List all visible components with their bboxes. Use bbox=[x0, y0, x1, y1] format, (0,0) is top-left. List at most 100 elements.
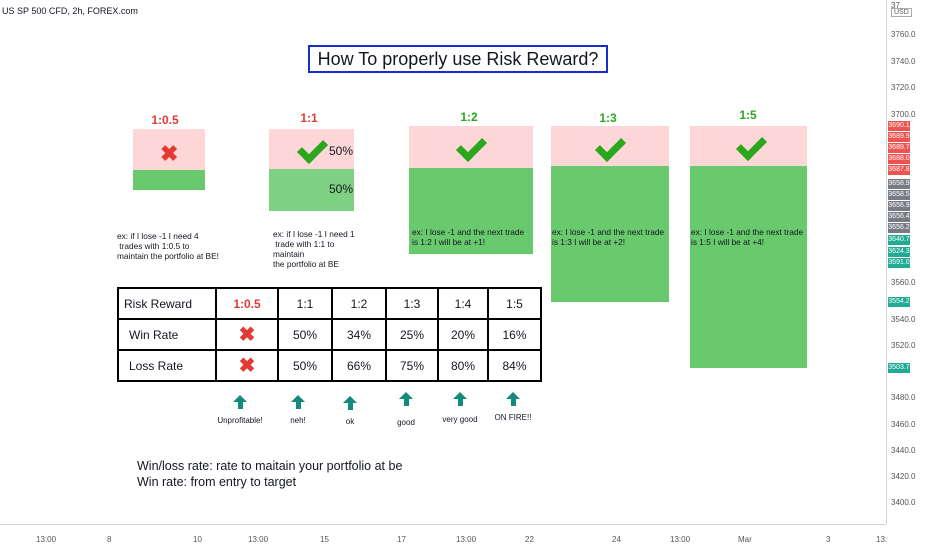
time-tick: 17 bbox=[397, 535, 406, 544]
table-cell: 80% bbox=[437, 349, 489, 382]
time-tick: 22 bbox=[525, 535, 534, 544]
x-mark-icon: ✖ bbox=[215, 349, 279, 382]
price-badge: 3658.5 bbox=[888, 190, 910, 200]
table-cell: 20% bbox=[437, 318, 489, 351]
rr-label-3: 1:3 bbox=[599, 111, 617, 125]
table-cell: 66% bbox=[331, 349, 387, 382]
table-cell: 34% bbox=[331, 318, 387, 351]
x-mark-icon: ✖ bbox=[160, 141, 179, 166]
note-text: ex: if I lose -1 I need 1 trade with 1:1… bbox=[273, 229, 355, 269]
table-cell: Win Rate bbox=[117, 318, 217, 351]
price-badge: 3688.0 bbox=[888, 154, 910, 164]
price-tick: 3460.0 bbox=[891, 420, 916, 429]
arrow-label: ON FIRE!! bbox=[494, 413, 532, 422]
rr-label-0.5: 1:0.5 bbox=[151, 113, 179, 127]
time-tick: 13: bbox=[876, 535, 888, 544]
table-row: Loss Rate ✖ 50% 66% 75% 80% 84% bbox=[117, 349, 542, 382]
price-tick: 3520.0 bbox=[891, 341, 916, 350]
price-badge: 3554.2 bbox=[888, 297, 910, 307]
stop-zone bbox=[409, 126, 533, 168]
win-pct: 50% bbox=[329, 144, 354, 158]
table-cell: 25% bbox=[385, 318, 439, 351]
arrow-label: ok bbox=[345, 417, 355, 426]
price-badge: 3656.9 bbox=[888, 201, 910, 211]
price-axis[interactable]: 37 USD 3760.0 3740.0 3720.0 3700.0 3690.… bbox=[886, 0, 932, 524]
note-text: ex: I lose -1 and the next trade is 1:3 … bbox=[552, 227, 665, 247]
price-tick: 3440.0 bbox=[891, 446, 916, 455]
target-zone bbox=[269, 169, 354, 211]
table-cell: 1:4 bbox=[437, 287, 489, 320]
table-cell: 50% bbox=[277, 318, 333, 351]
time-tick: 3 bbox=[826, 535, 831, 544]
table-row: Risk Reward 1:0.5 1:1 1:2 1:3 1:4 1:5 bbox=[117, 287, 542, 320]
stop-zone bbox=[551, 126, 669, 166]
price-tick: 3560.0 bbox=[891, 278, 916, 287]
arrow-up-icon bbox=[399, 392, 413, 406]
price-tick: 3400.0 bbox=[891, 498, 916, 507]
price-tick: 3720.0 bbox=[891, 83, 916, 92]
price-tick: 3420.0 bbox=[891, 472, 916, 481]
price-tick: 37 bbox=[891, 1, 900, 10]
price-badge: 3656.2 bbox=[888, 223, 910, 233]
explanation-text: Win/loss rate: rate to maitain your port… bbox=[137, 458, 402, 490]
arrow-up-icon bbox=[233, 395, 247, 409]
symbol-title: US SP 500 CFD, 2h, FOREX.com bbox=[2, 6, 138, 16]
arrow-up-icon bbox=[506, 392, 520, 406]
price-tick: 3480.0 bbox=[891, 393, 916, 402]
price-badge: 3658.9 bbox=[888, 179, 910, 189]
time-tick: 15 bbox=[320, 535, 329, 544]
price-badge: 3689.7 bbox=[888, 143, 910, 153]
rr-label-1: 1:1 bbox=[300, 111, 318, 125]
time-tick: 8 bbox=[107, 535, 112, 544]
note-text: ex: I lose -1 and the next trade is 1:2 … bbox=[412, 227, 525, 247]
time-tick: 24 bbox=[612, 535, 621, 544]
arrow-label: good bbox=[397, 418, 415, 427]
price-tick: 3700.0 bbox=[891, 110, 916, 119]
price-tick: 3740.0 bbox=[891, 57, 916, 66]
note-text: ex: I lose -1 and the next trade is 1:5 … bbox=[691, 227, 804, 247]
price-badge: 3591.0 bbox=[888, 258, 910, 268]
table-cell: 1:0.5 bbox=[215, 287, 279, 320]
risk-reward-table: Risk Reward 1:0.5 1:1 1:2 1:3 1:4 1:5 Wi… bbox=[117, 287, 542, 382]
rr-label-2: 1:2 bbox=[460, 110, 478, 124]
table-cell: 50% bbox=[277, 349, 333, 382]
note-text: ex: if I lose -1 I need 4 trades with 1:… bbox=[117, 231, 219, 261]
time-tick: 13:00 bbox=[456, 535, 477, 544]
price-tick: 3760.0 bbox=[891, 30, 916, 39]
target-zone bbox=[690, 166, 807, 368]
arrow-label: Unprofitable! bbox=[217, 416, 263, 425]
table-cell: Risk Reward bbox=[117, 287, 217, 320]
time-tick: 10 bbox=[193, 535, 202, 544]
loss-pct: 50% bbox=[329, 182, 354, 196]
target-zone bbox=[551, 166, 669, 302]
table-cell: 84% bbox=[487, 349, 542, 382]
table-cell: 1:1 bbox=[277, 287, 333, 320]
table-cell: 16% bbox=[487, 318, 542, 351]
arrow-label: very good bbox=[442, 415, 478, 424]
table-cell: Loss Rate bbox=[117, 349, 217, 382]
target-zone bbox=[133, 170, 205, 190]
price-badge: 3503.7 bbox=[888, 363, 910, 373]
price-badge: 3687.8 bbox=[888, 165, 910, 175]
arrow-label: neh! bbox=[290, 416, 306, 425]
time-axis[interactable]: 13:00 8 10 13:00 15 17 13:00 22 24 13:00… bbox=[0, 524, 888, 551]
table-row: Win Rate ✖ 50% 34% 25% 20% 16% bbox=[117, 318, 542, 351]
table-cell: 75% bbox=[385, 349, 439, 382]
time-tick: Mar bbox=[738, 535, 752, 544]
arrow-up-icon bbox=[291, 395, 305, 409]
table-cell: 1:5 bbox=[487, 287, 542, 320]
price-badge: 3656.4 bbox=[888, 212, 910, 222]
currency-label[interactable]: USD bbox=[891, 8, 912, 17]
target-zone bbox=[409, 168, 533, 254]
price-badge: 3640.7 bbox=[888, 235, 910, 245]
price-badge: 3690.1 bbox=[888, 121, 910, 131]
price-badge: 3624.3 bbox=[888, 247, 910, 257]
time-tick: 13:00 bbox=[36, 535, 57, 544]
explanation-line: Win rate: from entry to target bbox=[137, 475, 297, 489]
stop-zone bbox=[133, 129, 205, 170]
time-tick: 13:00 bbox=[670, 535, 691, 544]
stop-zone bbox=[690, 126, 807, 166]
stop-zone bbox=[269, 129, 354, 169]
arrow-up-icon bbox=[343, 396, 357, 410]
price-tick: 3540.0 bbox=[891, 315, 916, 324]
